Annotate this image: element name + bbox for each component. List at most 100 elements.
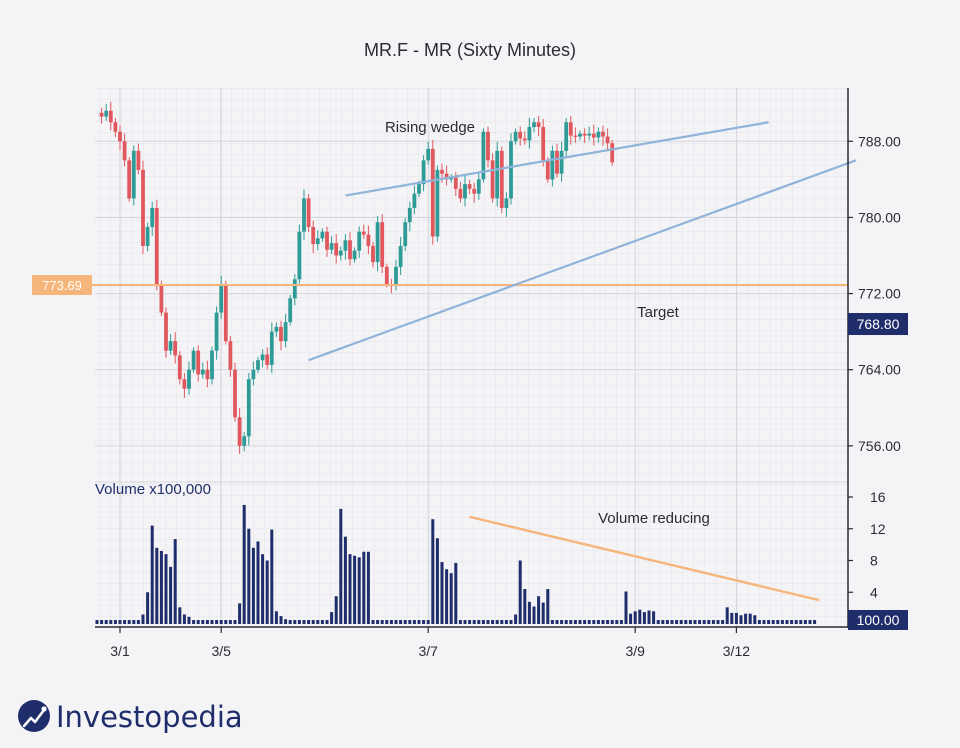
candle-body bbox=[522, 138, 527, 141]
candle-body bbox=[210, 350, 214, 380]
volume-bar bbox=[224, 620, 228, 624]
candle-body bbox=[366, 234, 371, 246]
volume-bar bbox=[302, 620, 306, 624]
candle-body bbox=[205, 369, 210, 380]
volume-bar bbox=[688, 620, 692, 624]
volume-bar bbox=[155, 547, 159, 624]
price-tick-label: 788.00 bbox=[858, 133, 901, 149]
price-tick-label: 756.00 bbox=[858, 438, 901, 454]
candle-body bbox=[486, 131, 490, 161]
volume-bar bbox=[762, 620, 766, 624]
candle-body bbox=[306, 198, 311, 227]
volume-bar bbox=[403, 620, 407, 624]
candle-body bbox=[467, 184, 472, 189]
volume-bar bbox=[509, 620, 513, 624]
volume-bar bbox=[412, 620, 416, 624]
candle-body bbox=[122, 141, 127, 161]
volume-bar bbox=[334, 596, 338, 624]
candle-body bbox=[246, 379, 251, 437]
investopedia-logo-icon bbox=[18, 700, 50, 732]
candle-body bbox=[325, 231, 329, 250]
candle-body bbox=[518, 131, 523, 139]
volume-bar bbox=[550, 620, 554, 624]
volume-bar bbox=[454, 562, 458, 624]
candle-body bbox=[499, 150, 504, 208]
volume-bar bbox=[596, 620, 600, 624]
grid-background bbox=[95, 88, 847, 626]
volume-bar bbox=[702, 620, 706, 624]
volume-bar bbox=[514, 614, 518, 624]
volume-bar bbox=[159, 550, 163, 624]
candle-body bbox=[329, 243, 334, 250]
volume-bar bbox=[394, 620, 398, 624]
candle-body bbox=[596, 131, 601, 138]
volume-bar bbox=[647, 610, 651, 624]
candle-body bbox=[380, 222, 385, 267]
volume-bar bbox=[408, 620, 412, 624]
candle-body bbox=[150, 207, 155, 227]
volume-bar bbox=[518, 560, 522, 624]
volume-bar bbox=[652, 611, 656, 624]
rising-wedge-label: Rising wedge bbox=[385, 119, 475, 136]
target-label: Target bbox=[637, 304, 680, 321]
date-tick-label: 3/12 bbox=[723, 643, 750, 659]
date-tick-label: 3/9 bbox=[625, 643, 645, 659]
candle-body bbox=[118, 131, 122, 142]
candle-body bbox=[550, 150, 555, 180]
candle-body bbox=[292, 279, 297, 299]
volume-bar bbox=[339, 508, 343, 624]
date-tick-label: 3/1 bbox=[110, 643, 130, 659]
volume-reducing-label: Volume reducing bbox=[598, 510, 710, 527]
rising-wedge-lower-line bbox=[308, 159, 857, 362]
volume-bar bbox=[187, 616, 191, 624]
candle-body bbox=[233, 369, 237, 418]
volume-bar bbox=[675, 620, 679, 624]
volume-bar bbox=[500, 620, 504, 624]
candle-body bbox=[242, 436, 247, 446]
last-volume-badge bbox=[848, 610, 908, 630]
candle-body bbox=[260, 354, 265, 361]
price-tick-label: 764.00 bbox=[858, 362, 901, 378]
volume-bar bbox=[316, 620, 320, 624]
volume-series bbox=[95, 504, 817, 624]
volume-bar bbox=[721, 620, 725, 624]
volume-bar bbox=[265, 560, 269, 624]
volume-axis: 16 12 8 4 bbox=[848, 489, 886, 600]
volume-bar bbox=[205, 620, 209, 624]
candle-body bbox=[196, 350, 201, 375]
volume-bar bbox=[716, 620, 720, 624]
volume-bar bbox=[753, 615, 757, 624]
candle-body bbox=[384, 266, 389, 285]
volume-bar bbox=[537, 596, 541, 624]
candle-body bbox=[578, 133, 582, 137]
candle-body bbox=[532, 122, 536, 128]
date-tick-label: 3/5 bbox=[211, 643, 231, 659]
volume-bar bbox=[127, 620, 131, 624]
candle-body bbox=[361, 231, 366, 235]
volume-bar bbox=[532, 606, 536, 624]
volume-bar bbox=[261, 554, 265, 624]
volume-bar bbox=[794, 620, 798, 624]
volume-bar bbox=[343, 536, 347, 624]
candle-body bbox=[495, 150, 500, 199]
candle-body bbox=[214, 312, 219, 351]
candle-body bbox=[127, 160, 132, 199]
volume-tick-label: 16 bbox=[870, 489, 886, 505]
volume-bar bbox=[100, 620, 104, 624]
candle-body bbox=[113, 122, 118, 132]
volume-bar bbox=[463, 620, 467, 624]
volume-bar bbox=[610, 620, 614, 624]
candle-body bbox=[223, 284, 228, 342]
volume-bar bbox=[560, 620, 564, 624]
volume-bar bbox=[284, 619, 288, 624]
volume-bar bbox=[679, 620, 683, 624]
volume-bar bbox=[808, 620, 812, 624]
volume-bar bbox=[357, 557, 361, 624]
volume-bar bbox=[118, 620, 122, 624]
volume-bar bbox=[182, 614, 186, 624]
candle-body bbox=[398, 245, 403, 267]
volume-bar bbox=[431, 519, 435, 624]
candle-body bbox=[168, 341, 173, 351]
date-tick-label: 3/7 bbox=[418, 643, 438, 659]
target-price-label: 773.69 bbox=[42, 278, 82, 293]
